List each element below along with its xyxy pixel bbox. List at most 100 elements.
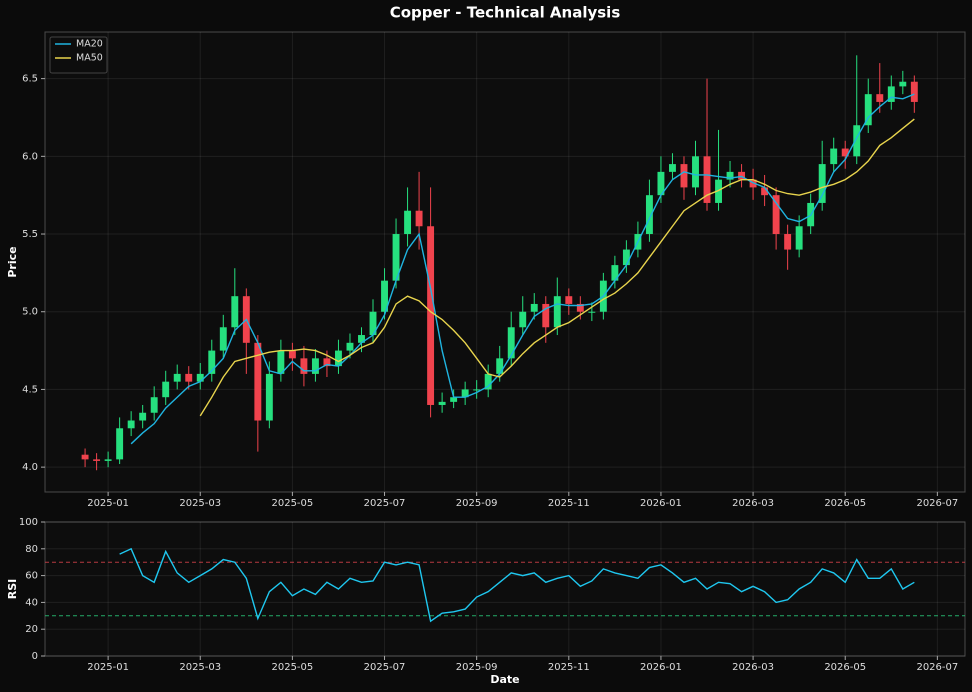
x-tick-label: 2025-11 bbox=[548, 662, 590, 673]
y-axis-label: Price bbox=[6, 246, 19, 277]
candle-body bbox=[116, 428, 124, 460]
x-tick-label: 2026-05 bbox=[824, 498, 866, 509]
candle-body bbox=[185, 373, 193, 382]
candle-body bbox=[104, 459, 112, 461]
x-axis-label: Date bbox=[490, 673, 519, 686]
candle-body bbox=[576, 303, 584, 312]
candle-body bbox=[127, 420, 135, 429]
plot-area bbox=[44, 521, 966, 657]
candle-body bbox=[622, 249, 630, 266]
candle-body bbox=[208, 350, 216, 374]
y-tick-label: 40 bbox=[25, 597, 38, 608]
x-tick-label: 2025-01 bbox=[87, 662, 129, 673]
plot-area bbox=[44, 31, 966, 493]
candle-body bbox=[381, 280, 388, 312]
y-tick-label: 6.5 bbox=[22, 74, 38, 85]
candle-body bbox=[358, 335, 365, 343]
candle-body bbox=[795, 226, 803, 250]
y-tick-label: 6.0 bbox=[22, 151, 38, 162]
candle-body bbox=[196, 373, 204, 382]
candle-body bbox=[588, 311, 596, 313]
candle-body bbox=[542, 303, 550, 328]
y-tick-label: 4.0 bbox=[22, 462, 38, 473]
candle-body bbox=[323, 358, 331, 367]
candle-body bbox=[645, 195, 653, 235]
x-tick-label: 2025-05 bbox=[271, 498, 313, 509]
candle-body bbox=[910, 81, 918, 102]
candle-body bbox=[427, 226, 435, 405]
x-tick-label: 2025-03 bbox=[179, 498, 221, 509]
chart-title: Copper - Technical Analysis bbox=[390, 4, 621, 22]
candle-body bbox=[715, 179, 722, 203]
x-tick-label: 2025-05 bbox=[271, 662, 313, 673]
y-tick-label: 5.5 bbox=[22, 229, 38, 240]
candle-body bbox=[254, 342, 262, 421]
candle-body bbox=[692, 156, 699, 188]
candle-body bbox=[404, 210, 412, 235]
candle-body bbox=[611, 265, 619, 281]
x-tick-label: 2025-07 bbox=[364, 662, 406, 673]
candle-body bbox=[288, 350, 296, 359]
candle-body bbox=[876, 94, 884, 102]
candle-body bbox=[669, 164, 676, 172]
candle-body bbox=[93, 459, 101, 461]
candle-body bbox=[473, 389, 481, 391]
candle-body bbox=[438, 401, 446, 405]
candle-body bbox=[853, 125, 861, 157]
candle-body bbox=[680, 164, 688, 188]
line bbox=[130, 93, 915, 445]
x-tick-label: 2025-09 bbox=[456, 662, 498, 673]
x-tick-label: 2026-03 bbox=[732, 662, 774, 673]
x-tick-label: 2025-07 bbox=[364, 498, 406, 509]
candle-body bbox=[496, 358, 504, 374]
candle-body bbox=[530, 303, 538, 312]
candle-body bbox=[219, 327, 227, 351]
y-tick-label: 80 bbox=[25, 544, 38, 555]
y-tick-label: 100 bbox=[19, 517, 38, 528]
candle-body bbox=[150, 397, 158, 413]
candle-body bbox=[830, 148, 838, 165]
candle-body bbox=[484, 373, 492, 390]
candle-body bbox=[277, 350, 285, 374]
candle-body bbox=[162, 381, 170, 398]
candle-body bbox=[519, 311, 527, 328]
x-tick-label: 2025-09 bbox=[456, 498, 498, 509]
candle-body bbox=[81, 454, 89, 460]
line bbox=[199, 118, 915, 417]
candle-body bbox=[461, 389, 469, 398]
x-tick-label: 2025-03 bbox=[179, 662, 221, 673]
candle-body bbox=[265, 373, 273, 421]
candle-body bbox=[887, 86, 895, 102]
candle-body bbox=[300, 358, 308, 374]
candle-body bbox=[507, 327, 515, 359]
legend-label: MA50 bbox=[76, 53, 103, 64]
x-tick-label: 2025-11 bbox=[548, 498, 590, 509]
y-tick-label: 5.0 bbox=[22, 307, 38, 318]
legend-label: MA20 bbox=[76, 39, 103, 50]
candle-body bbox=[657, 171, 665, 196]
x-tick-label: 2026-01 bbox=[640, 662, 682, 673]
candle-body bbox=[899, 81, 907, 87]
candle-body bbox=[864, 94, 872, 126]
candle-body bbox=[553, 296, 561, 328]
legend: MA20 MA50 bbox=[49, 36, 108, 74]
y-tick-label: 20 bbox=[25, 624, 38, 635]
candle-body bbox=[346, 342, 354, 351]
candle-body bbox=[749, 179, 757, 188]
candle-body bbox=[369, 311, 377, 336]
x-tick-label: 2026-07 bbox=[916, 498, 958, 509]
candle-body bbox=[818, 164, 826, 203]
candle-body bbox=[415, 210, 423, 227]
line bbox=[119, 547, 915, 623]
x-tick-label: 2025-01 bbox=[87, 498, 129, 509]
x-tick-label: 2026-01 bbox=[640, 498, 682, 509]
x-tick-label: 2026-03 bbox=[732, 498, 774, 509]
x-tick-label: 2026-05 bbox=[824, 662, 866, 673]
legend-box bbox=[49, 36, 108, 74]
candle-body bbox=[703, 156, 711, 203]
x-tick-label: 2026-07 bbox=[916, 662, 958, 673]
y-tick-label: 4.5 bbox=[22, 384, 38, 395]
candle-body bbox=[231, 296, 239, 328]
